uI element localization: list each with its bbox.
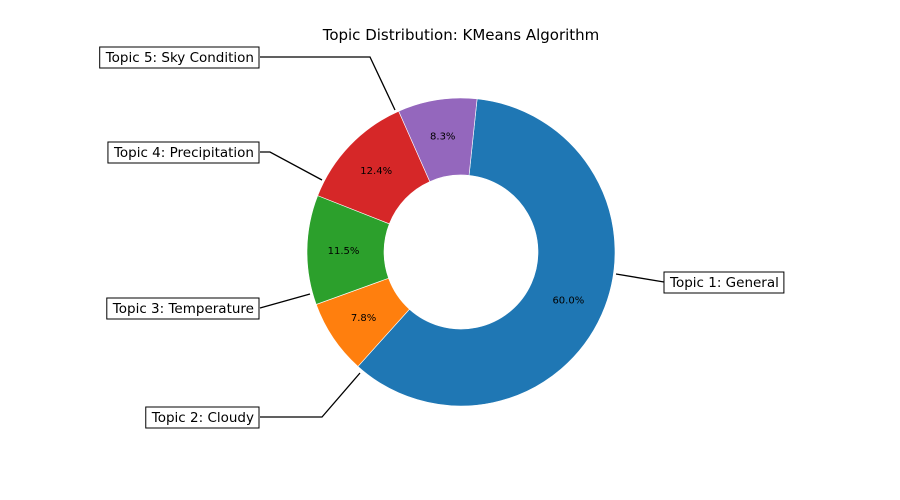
annotation-box: [99, 46, 260, 69]
leader-line: [260, 151, 323, 181]
leader-line: [260, 56, 396, 111]
percent-label: 7.8%: [351, 313, 376, 324]
annotation-label: Topic 1: General: [669, 275, 779, 291]
percent-label: 12.4%: [360, 166, 392, 177]
percent-label: 8.3%: [430, 131, 455, 142]
wedge-topic-5-sky-condition: [398, 97, 478, 182]
wedge-group: [306, 97, 616, 407]
annotation-box: [107, 141, 260, 164]
annotation-label: Topic 5: Sky Condition: [105, 50, 254, 66]
annotation-group: Topic 1: General Topic 2: Cloudy Topic 3: …: [99, 46, 785, 429]
percent-label-group: 60.0% 7.8% 11.5% 12.4% 8.3%: [328, 131, 585, 324]
annotation-box: [106, 297, 260, 320]
leader-line: [259, 293, 311, 309]
chart-title: Topic Distribution: KMeans Algorithm: [322, 26, 600, 44]
annotation-label: Topic 2: Cloudy: [151, 410, 254, 426]
annotation-box: [145, 406, 260, 429]
percent-label: 11.5%: [328, 246, 360, 257]
wedge-topic-1-general: [357, 98, 616, 407]
annotation-box: [663, 271, 785, 294]
leader-line: [260, 372, 361, 418]
leader-line: [615, 273, 665, 283]
annotation-label: Topic 3: Temperature: [112, 301, 254, 317]
percent-label: 60.0%: [552, 295, 584, 306]
annotation-label: Topic 4: Precipitation: [113, 145, 254, 161]
